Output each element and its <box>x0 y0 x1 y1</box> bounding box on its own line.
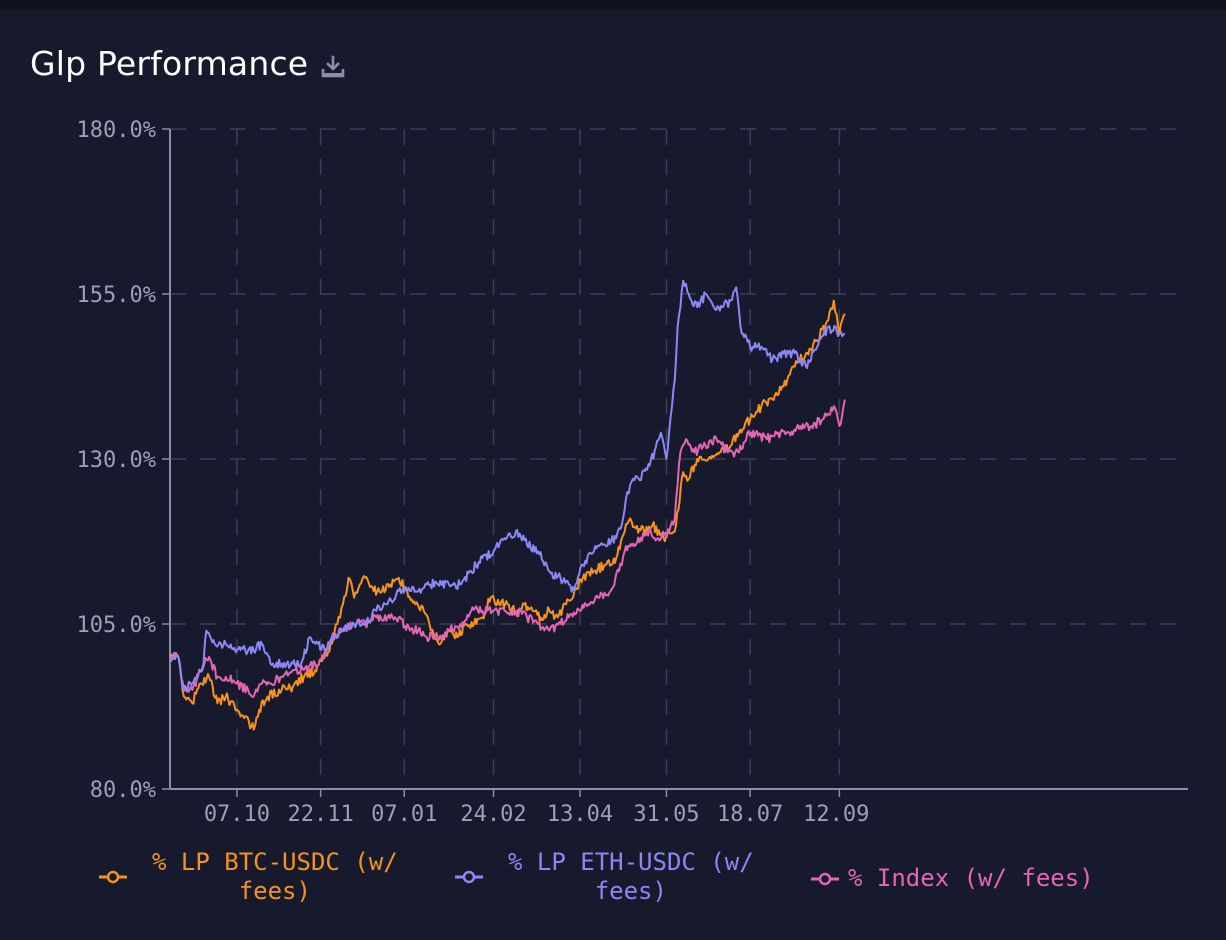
y-tick-label: 155.0% <box>77 283 156 308</box>
top-strip <box>0 0 1226 10</box>
x-tick-label: 31.05 <box>633 802 699 827</box>
legend-label-eth-line2: fees) <box>594 877 667 905</box>
x-tick-label: 07.01 <box>371 802 437 827</box>
x-tick-label: 12.09 <box>803 802 869 827</box>
download-icon[interactable] <box>320 54 346 80</box>
legend-marker-eth <box>455 870 483 884</box>
legend-label-btc: % LP BTC-USDC (w/fees) <box>152 848 398 906</box>
series-line-eth <box>169 279 846 693</box>
legend-marker-index <box>811 872 839 885</box>
y-tick-label: 130.0% <box>77 448 156 473</box>
chart-title: Glp Performance <box>30 44 309 83</box>
x-tick-label: 07.10 <box>204 802 270 827</box>
x-tick-label: 18.07 <box>717 802 783 827</box>
y-tick-label: 180.0% <box>77 118 156 143</box>
series-line-btc <box>169 299 846 731</box>
legend-label-eth: % LP ETH-USDC (w/fees) <box>508 848 754 906</box>
y-tick-label: 105.0% <box>77 613 156 638</box>
x-tick-label: 13.04 <box>547 802 613 827</box>
y-tick-label: 80.0% <box>90 778 156 803</box>
legend-label-index: % Index (w/ fees) <box>848 864 1094 892</box>
x-tick-label: 22.11 <box>287 802 353 827</box>
legend-item-btc[interactable]: % LP BTC-USDC (w/fees) <box>98 848 398 906</box>
legend-label-btc-line2: fees) <box>238 877 311 905</box>
chart-legend: % LP BTC-USDC (w/fees) % LP ETH-USDC (w/… <box>0 848 1226 918</box>
series-line-index <box>169 399 846 698</box>
legend-label-eth-line1: % LP ETH-USDC (w/ <box>508 848 754 876</box>
chart-header: Glp Performance <box>30 44 346 83</box>
legend-marker-btc <box>99 870 127 884</box>
legend-label-btc-line1: % LP BTC-USDC (w/ <box>152 848 398 876</box>
legend-item-index[interactable]: % Index (w/ fees) <box>810 864 1094 893</box>
x-tick-label: 24.02 <box>460 802 526 827</box>
legend-item-eth[interactable]: % LP ETH-USDC (w/fees) <box>454 848 754 906</box>
